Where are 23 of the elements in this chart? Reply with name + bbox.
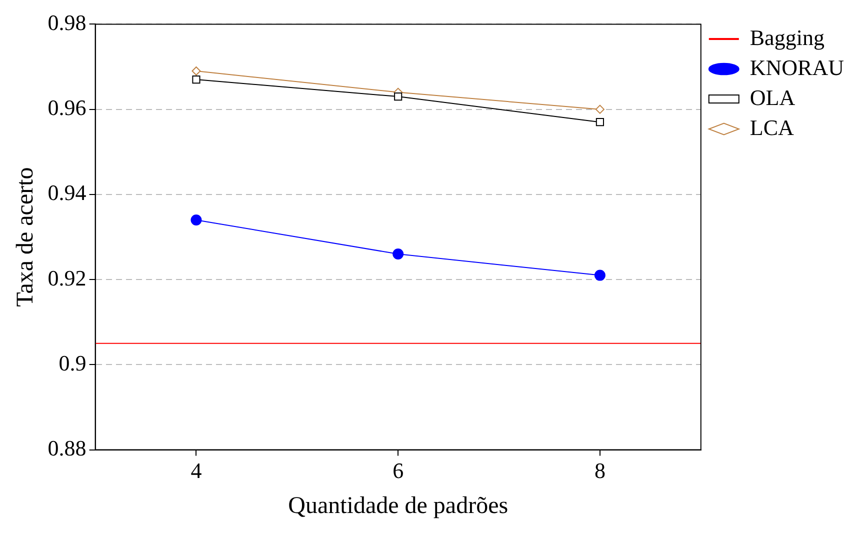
x-tick-label: 4 — [190, 458, 202, 483]
legend-label: OLA — [750, 84, 796, 110]
point — [595, 104, 604, 114]
point — [594, 270, 606, 281]
x-tick-label: 8 — [594, 458, 606, 483]
y-tick-label: 0.94 — [48, 180, 86, 206]
y-tick-label: 0.9 — [58, 350, 86, 376]
legend-label: KNORAU — [750, 54, 844, 80]
point — [192, 75, 200, 84]
y-tick-label: 0.92 — [48, 265, 86, 290]
legend-label: Bagging — [750, 24, 824, 50]
legend-label: LCA — [750, 114, 794, 140]
y-tick-label: 0.98 — [48, 10, 86, 35]
point — [392, 248, 404, 260]
point — [190, 214, 202, 226]
x-tick-label: 6 — [392, 458, 404, 483]
y-axis-title: Taxa de acerto — [12, 167, 39, 307]
point — [596, 118, 604, 126]
x-axis-title: Quantidade de padrões — [288, 492, 508, 519]
y-tick-label: 0.88 — [48, 436, 86, 461]
y-tick-label: 0.96 — [48, 95, 86, 120]
point — [192, 66, 201, 76]
point — [394, 92, 402, 101]
